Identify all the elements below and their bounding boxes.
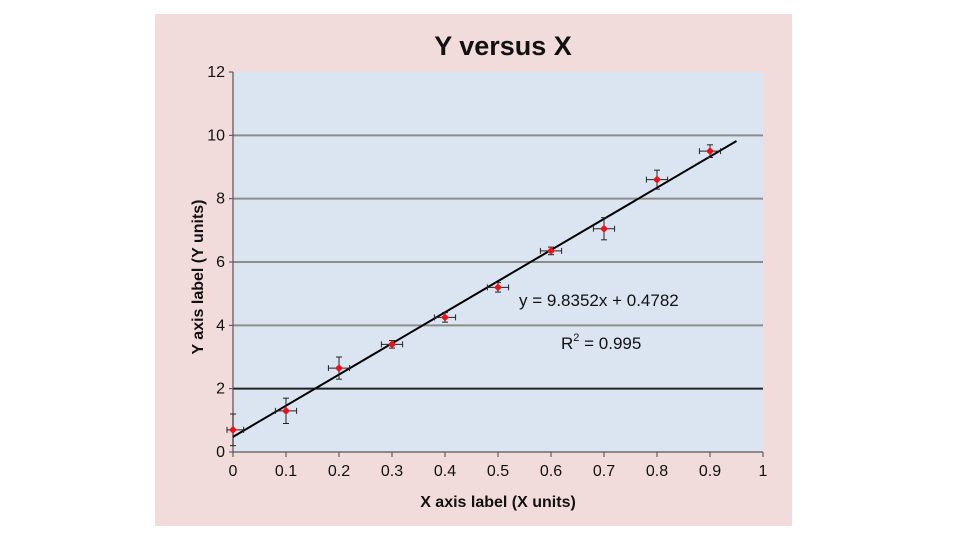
y-tick-label: 2: [216, 381, 225, 398]
y-tick-label: 12: [207, 64, 225, 81]
y-tick-labels: 0 2 4 6 8 10 12: [207, 64, 225, 461]
y-tick-label: 0: [216, 444, 225, 461]
data-point: [388, 340, 396, 349]
x-tick-label: 0.4: [434, 463, 456, 480]
x-tick-label: 0.8: [646, 463, 668, 480]
y-axis-label: Y axis label (Y units): [190, 199, 207, 354]
y-tick-label: 4: [216, 317, 225, 334]
x-tick-labels: 0 0.1 0.2 0.3 0.4 0.5 0.6 0.7 0.8 0.9 1: [229, 463, 768, 480]
x-tick-label: 0.1: [275, 463, 297, 480]
y-tick-label: 6: [216, 254, 225, 271]
x-tick-label: 0.7: [593, 463, 615, 480]
chart-frame: Y versus X 0 2 4 6 8 10 12 0 0.1 0.2 0.3 0.4 0.5 0.6…: [155, 14, 792, 526]
data-point: [441, 313, 449, 322]
x-tick-label: 0.3: [381, 463, 403, 480]
x-tick-label: 0.6: [540, 463, 562, 480]
data-point: [335, 364, 343, 373]
data-point: [600, 224, 608, 233]
gridlines: [233, 134, 763, 390]
r-squared-label: R2 = 0.995: [561, 332, 641, 353]
data-points: [229, 147, 714, 434]
x-tick-label: 0.2: [328, 463, 350, 480]
trendline-equation: y = 9.8352x + 0.4782: [519, 291, 679, 310]
y-tick-label: 8: [216, 191, 225, 208]
data-point: [547, 246, 555, 255]
r-squared-superscript: 2: [573, 332, 579, 344]
axes: [229, 71, 764, 457]
chart-title: Y versus X: [434, 31, 572, 61]
data-point: [282, 406, 290, 415]
x-tick-label: 1: [759, 463, 768, 480]
x-tick-label: 0.9: [699, 463, 721, 480]
data-point: [494, 283, 502, 292]
x-tick-label: 0.5: [487, 463, 509, 480]
y-tick-label: 10: [207, 127, 225, 144]
data-point: [706, 147, 714, 156]
data-point: [229, 425, 237, 434]
x-axis-label: X axis label (X units): [420, 494, 576, 511]
x-tick-label: 0: [229, 463, 238, 480]
trendline: [232, 140, 738, 438]
data-point: [653, 175, 661, 184]
